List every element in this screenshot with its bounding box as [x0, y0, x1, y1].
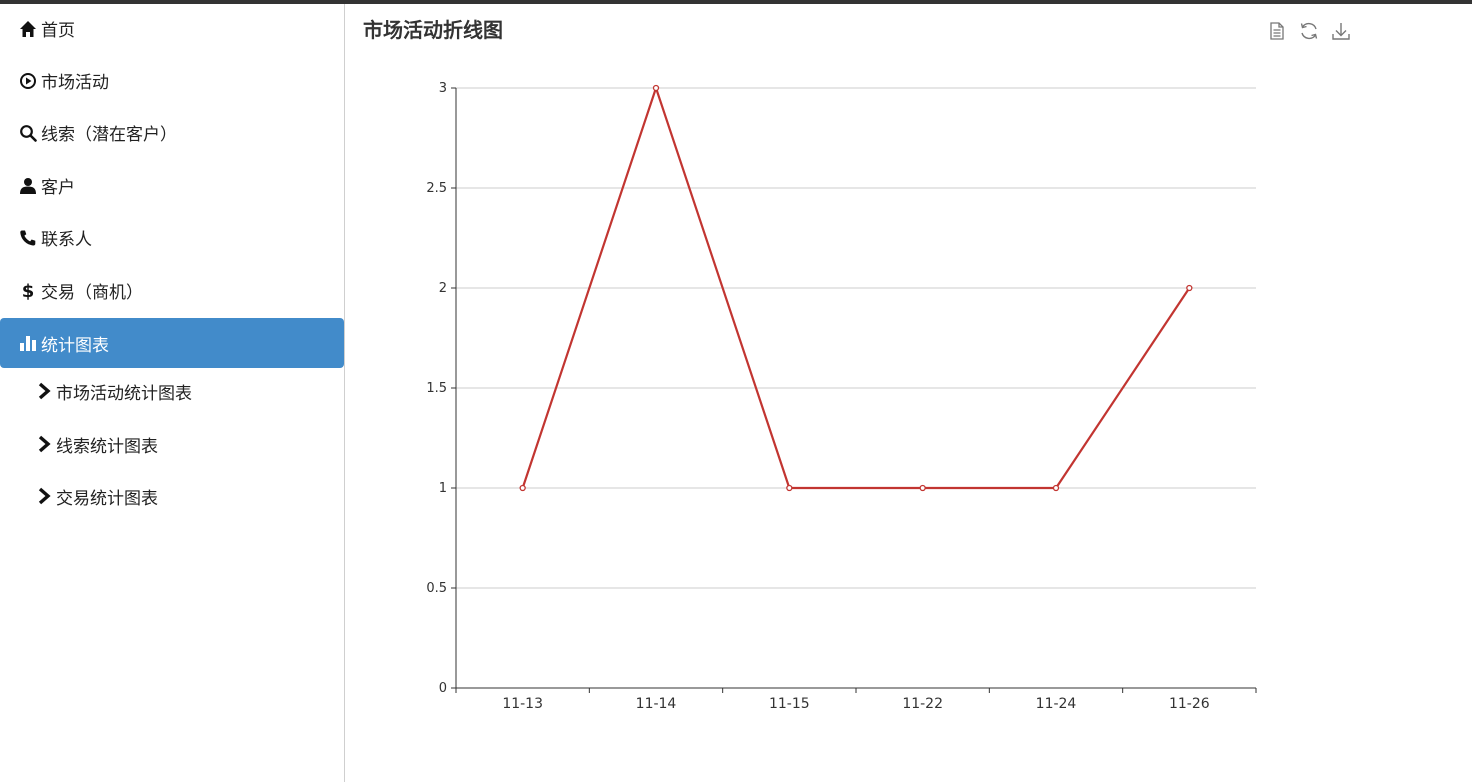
data-point — [652, 84, 660, 92]
dollar-icon: $ — [18, 281, 38, 301]
y-tick-label: 0.5 — [426, 581, 447, 596]
y-tick-label: 0 — [439, 681, 447, 696]
sidebar-item-clue[interactable]: 线索（潜在客户） — [0, 108, 344, 157]
chart-toolbox — [1266, 20, 1352, 42]
x-tick-label: 11-14 — [636, 696, 677, 712]
sub-item-label: 线索统计图表 — [56, 436, 158, 457]
chevron-right-icon — [36, 435, 52, 453]
sidebar-item-charts[interactable]: 统计图表 — [0, 318, 344, 368]
svg-text:$: $ — [22, 281, 35, 301]
x-tick-label: 11-13 — [502, 696, 543, 712]
data-point — [919, 484, 926, 492]
x-tick-label: 11-24 — [1036, 696, 1077, 712]
sidebar-item-activity[interactable]: 市场活动 — [0, 56, 344, 105]
y-tick-label: 3 — [439, 81, 447, 96]
data-point — [519, 484, 526, 492]
sidebar-item-label: 市场活动 — [41, 73, 109, 93]
phone-icon — [18, 228, 38, 248]
sidebar-item-transaction[interactable]: $ 交易（商机） — [0, 266, 344, 315]
home-icon — [18, 19, 38, 39]
x-tick-label: 11-26 — [1169, 696, 1210, 712]
sidebar-item-label: 线索（潜在客户） — [41, 125, 177, 145]
x-tick-label: 11-15 — [769, 696, 810, 712]
sidebar-item-label: 联系人 — [41, 230, 92, 250]
user-icon — [18, 176, 38, 196]
chart-title: 市场活动折线图 — [363, 18, 503, 42]
sidebar-item-home[interactable]: 首页 — [0, 4, 344, 53]
top-bar — [0, 0, 1472, 4]
sidebar-item-label: 客户 — [41, 178, 75, 198]
sub-item-clue-chart[interactable]: 线索统计图表 — [0, 424, 344, 464]
y-tick-label: 1 — [439, 481, 447, 496]
sidebar-item-customer[interactable]: 客户 — [0, 161, 344, 210]
series-line — [521, 86, 1191, 490]
sub-item-label: 市场活动统计图表 — [56, 383, 192, 404]
sub-item-label: 交易统计图表 — [56, 488, 158, 509]
sidebar-item-label: 交易（商机） — [41, 283, 143, 303]
y-tick-label: 1.5 — [426, 381, 447, 396]
search-icon — [18, 123, 38, 143]
bar-chart-icon — [18, 333, 38, 353]
data-point — [786, 484, 793, 492]
sub-item-transaction-chart[interactable]: 交易统计图表 — [0, 476, 344, 516]
y-tick-label: 2.5 — [426, 181, 447, 196]
sub-item-activity-chart[interactable]: 市场活动统计图表 — [0, 371, 344, 411]
data-point — [1186, 284, 1193, 292]
data-view-icon[interactable] — [1266, 20, 1288, 42]
play-circle-icon — [18, 71, 38, 91]
x-tick-label: 11-22 — [902, 696, 943, 712]
restore-icon[interactable] — [1298, 20, 1320, 42]
main-content: 市场活动折线图 0 0.5 1 1.5 2 2.5 3 11-13 11-14 11-15 11-2… — [346, 4, 1472, 782]
y-tick-label: 2 — [439, 281, 447, 296]
chevron-right-icon — [36, 382, 52, 400]
sidebar-item-label: 首页 — [41, 21, 75, 41]
line-chart: 0 0.5 1 1.5 2 2.5 3 11-13 11-14 11-15 11-22 11-24 11… — [426, 81, 1257, 712]
save-image-icon[interactable] — [1330, 20, 1352, 42]
sidebar-item-contacts[interactable]: 联系人 — [0, 213, 344, 262]
chevron-right-icon — [36, 487, 52, 505]
sidebar-item-label: 统计图表 — [41, 335, 109, 356]
sidebar: 首页 市场活动 线索（潜在客户） 客户 联系人 $ 交易（商机） — [0, 4, 345, 782]
data-point — [1052, 484, 1060, 492]
